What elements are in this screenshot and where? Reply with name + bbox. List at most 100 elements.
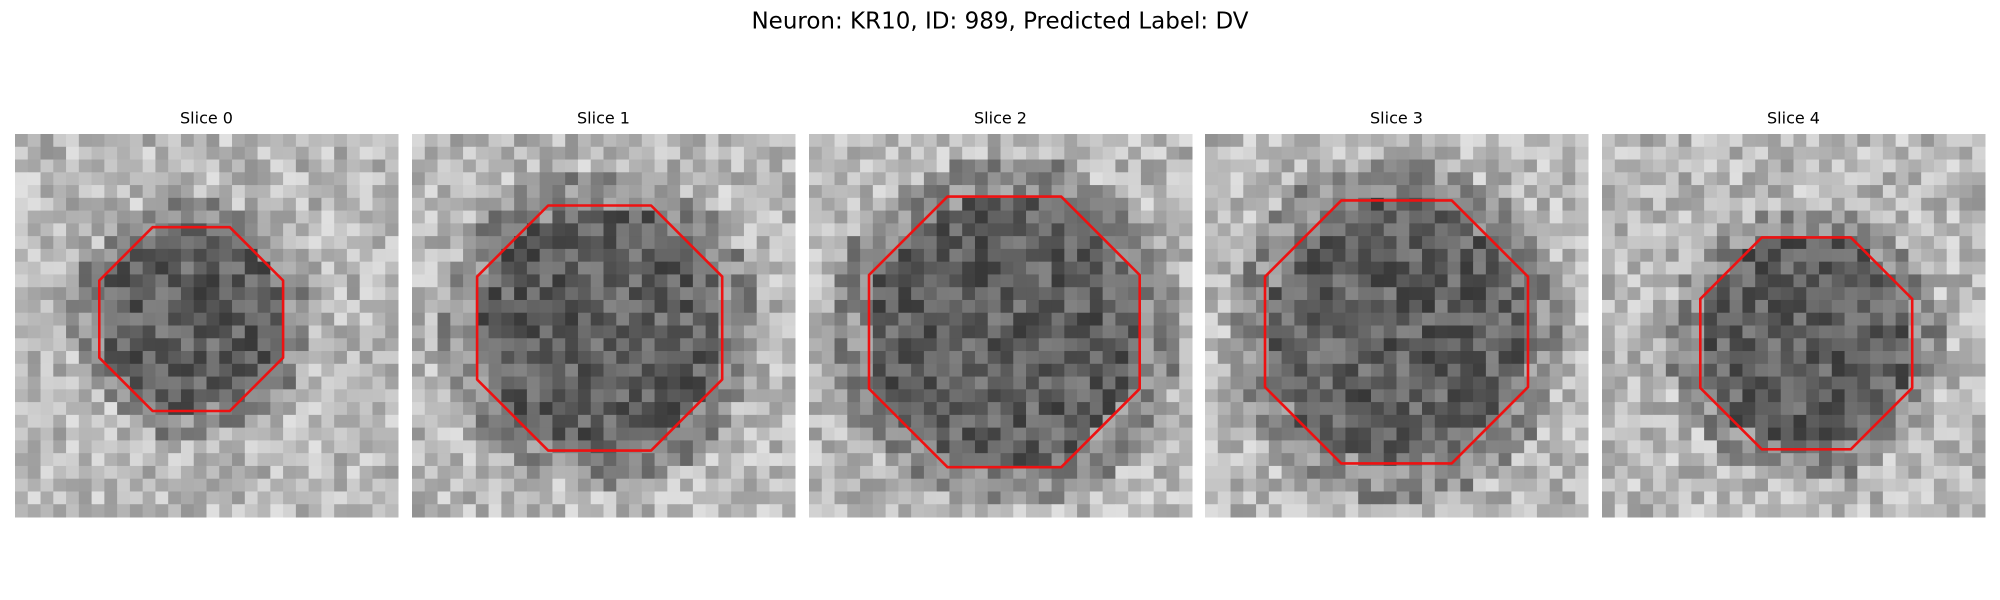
- pixel: [104, 338, 118, 352]
- pixel: [667, 427, 681, 441]
- pixel: [346, 440, 361, 454]
- pixel: [782, 376, 796, 390]
- pixel: [40, 491, 54, 505]
- pixel: [577, 146, 592, 161]
- pixel: [809, 427, 823, 441]
- pixel: [1000, 402, 1014, 416]
- pixel: [1691, 236, 1705, 250]
- pixel: [424, 414, 439, 429]
- pixel: [743, 197, 758, 212]
- pixel: [1460, 402, 1474, 416]
- pixel: [155, 172, 169, 186]
- pixel: [1793, 440, 1807, 454]
- pixel: [1511, 287, 1525, 301]
- pixel: [104, 414, 118, 429]
- pixel: [1370, 389, 1385, 403]
- pixel: [756, 325, 770, 339]
- pixel: [1908, 427, 1922, 441]
- pixel: [1665, 299, 1680, 314]
- pixel: [1026, 351, 1040, 365]
- pixel: [962, 376, 976, 390]
- pixel: [782, 363, 796, 378]
- pixel: [974, 185, 989, 199]
- pixel: [577, 491, 592, 505]
- pixel: [603, 185, 617, 199]
- pixel: [1205, 248, 1219, 263]
- pixel: [1933, 491, 1948, 505]
- pixel: [987, 389, 1001, 403]
- pixel: [552, 159, 566, 173]
- pixel: [1281, 287, 1295, 301]
- pixel: [346, 261, 361, 275]
- pixel: [1128, 363, 1142, 378]
- pixel: [1844, 465, 1858, 480]
- pixel: [680, 440, 694, 454]
- pixel: [539, 402, 553, 416]
- pixel: [1345, 274, 1359, 288]
- pixel: [450, 287, 464, 301]
- pixel: [334, 299, 348, 314]
- pixel: [308, 414, 322, 429]
- pixel: [1933, 299, 1948, 314]
- pixel: [1064, 261, 1078, 275]
- pixel: [372, 248, 386, 263]
- pixel: [885, 427, 899, 441]
- pixel: [1767, 338, 1782, 352]
- pixel: [437, 491, 451, 505]
- pixel: [1691, 197, 1705, 212]
- pixel: [232, 453, 246, 467]
- pixel: [1319, 223, 1334, 237]
- pixel: [1653, 478, 1667, 492]
- pixel: [1230, 134, 1244, 148]
- pixel: [872, 261, 887, 275]
- pixel: [923, 287, 938, 301]
- pixel: [412, 159, 426, 173]
- pixel: [692, 299, 707, 314]
- pixel: [1294, 223, 1308, 237]
- pixel: [372, 351, 386, 365]
- pixel: [1370, 363, 1385, 378]
- pixel: [923, 197, 938, 212]
- pixel: [1575, 197, 1589, 212]
- pixel: [898, 389, 912, 403]
- pixel: [475, 325, 490, 339]
- pixel: [1077, 338, 1091, 352]
- pixel: [1627, 223, 1641, 237]
- pixel: [1653, 440, 1667, 454]
- pixel: [27, 223, 42, 237]
- pixel: [168, 274, 182, 288]
- pixel: [1549, 210, 1563, 224]
- pixel: [501, 146, 515, 161]
- pixel: [1230, 146, 1244, 161]
- pixel: [1460, 185, 1474, 199]
- pixel: [1665, 440, 1680, 454]
- pixel: [359, 465, 373, 480]
- contour: [98, 225, 285, 413]
- pixel: [911, 389, 925, 403]
- pixel: [1205, 197, 1219, 212]
- pixel: [872, 172, 887, 186]
- pixel: [1230, 312, 1244, 326]
- pixel: [616, 427, 630, 441]
- pixel: [1908, 274, 1922, 288]
- pixel: [27, 159, 42, 173]
- pixel: [1473, 453, 1487, 467]
- pixel: [1358, 491, 1372, 505]
- pixel: [1077, 287, 1091, 301]
- pixel: [1755, 351, 1769, 365]
- pixel: [437, 504, 451, 518]
- pixel: [1716, 159, 1731, 173]
- pixel: [1729, 299, 1743, 314]
- pixel: [1319, 299, 1334, 314]
- pixel: [1409, 236, 1423, 250]
- pixel: [270, 389, 284, 403]
- pixel: [1409, 146, 1423, 161]
- pixel: [463, 274, 477, 288]
- pixel: [424, 491, 439, 505]
- pixel: [692, 274, 707, 288]
- pixel: [129, 185, 144, 199]
- pixel: [987, 299, 1001, 314]
- pixel: [1102, 223, 1116, 237]
- pixel: [1205, 223, 1219, 237]
- pixel: [1370, 172, 1385, 186]
